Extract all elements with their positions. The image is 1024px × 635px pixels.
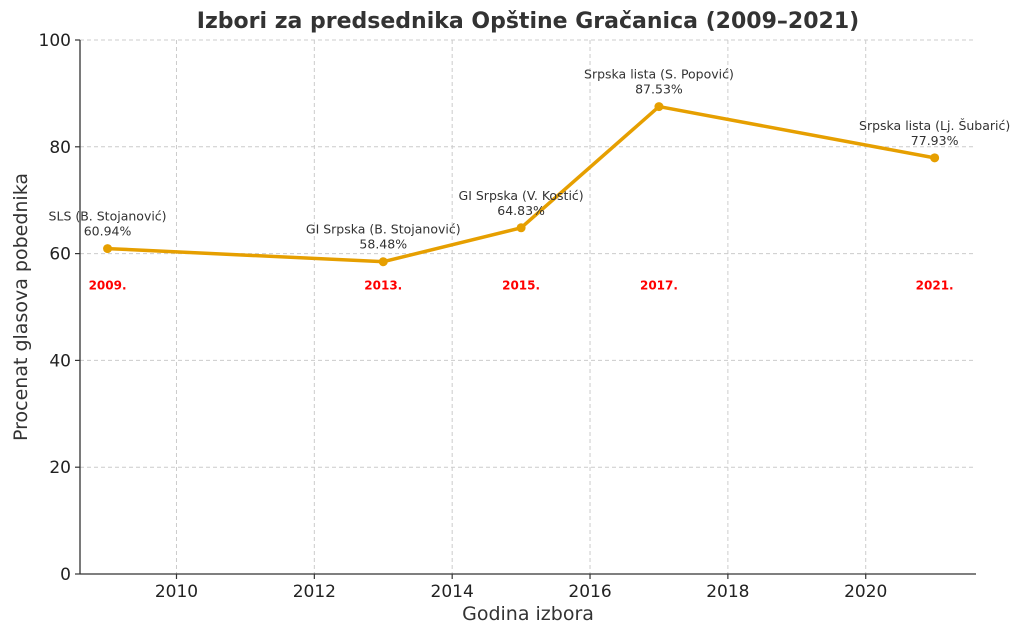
year-label: 2015. [502,279,540,293]
data-point [516,223,526,233]
data-label-name: SLS (B. Stojanović) [49,209,167,224]
x-tick-label: 2010 [155,582,198,602]
y-axis-label: Procenat glasova pobednika [10,173,32,441]
year-label: 2009. [89,279,127,293]
y-tick-label: 0 [60,565,71,585]
data-label-value: 58.48% [359,237,407,252]
x-tick-label: 2016 [568,582,611,602]
y-tick-label: 40 [49,351,71,371]
data-label-name: GI Srpska (B. Stojanović) [306,222,461,237]
series-layer [103,102,940,267]
data-label-value: 87.53% [635,82,683,97]
x-ticks: 2010 2012 2014 2016 2018 2020 [155,574,887,602]
data-label-value: 60.94% [84,224,132,239]
data-point [378,257,388,267]
data-point [103,244,113,254]
year-label: 2017. [640,279,678,293]
x-tick-label: 2012 [293,582,336,602]
data-label-name: Srpska lista (S. Popović) [584,67,734,82]
series-line [105,104,937,264]
y-ticks: 0 20 40 60 80 100 [39,31,80,585]
x-tick-label: 2020 [844,582,887,602]
grid [80,39,976,575]
year-label: 2021. [916,279,954,293]
y-tick-label: 80 [49,138,71,158]
data-label-value: 77.93% [911,133,959,148]
y-tick-label: 60 [49,245,71,265]
x-tick-label: 2018 [706,582,749,602]
y-tick-label: 20 [49,458,71,478]
x-axis-label: Godina izbora [462,603,594,625]
year-label: 2013. [364,279,402,293]
annotations: SLS (B. Stojanović)60.94% 2009. GI Srpska … [49,67,1011,293]
chart-title: Izbori za predsednika Opštine Gračanica … [197,9,859,34]
data-label-value: 64.83% [497,203,545,218]
x-tick-label: 2014 [431,582,474,602]
data-point [930,153,940,163]
data-point [654,102,664,112]
data-label-name: GI Srpska (V. Kostić) [459,188,584,203]
data-label-name: Srpska lista (Lj. Šubarić) [859,118,1010,133]
y-tick-label: 100 [39,31,71,51]
axes [79,40,976,575]
